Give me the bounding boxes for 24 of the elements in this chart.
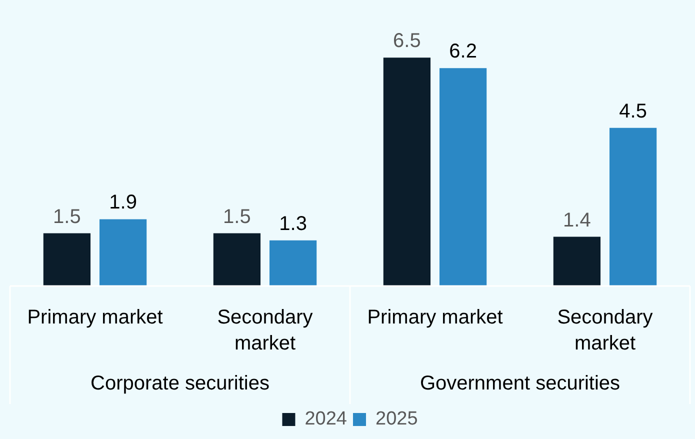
data-label: 4.5 xyxy=(619,100,647,122)
text: Corporate securities xyxy=(90,372,270,395)
bar xyxy=(383,58,431,286)
data-label: 1.9 xyxy=(109,192,137,214)
x-tick-label: Primary market xyxy=(367,306,504,329)
data-label: 6.2 xyxy=(449,40,477,63)
x-tick-label: Primary market xyxy=(27,306,164,329)
bar xyxy=(43,233,91,286)
bar xyxy=(99,219,147,286)
bar xyxy=(609,128,657,286)
data-label: 1.4 xyxy=(563,209,591,232)
data-label: 6.5 xyxy=(393,30,421,52)
data-label: 1.5 xyxy=(223,206,251,228)
bar xyxy=(213,233,261,286)
x-tick-label: Secondary market xyxy=(217,306,313,355)
legend-label: 2025 xyxy=(376,408,418,430)
data-label: 1.5 xyxy=(53,206,81,228)
bar xyxy=(439,68,487,286)
data-label: 1.3 xyxy=(279,212,307,235)
x-tick-label: Secondary market xyxy=(557,306,653,355)
text: Government securities xyxy=(420,372,620,395)
bar xyxy=(553,236,601,286)
bar xyxy=(269,240,317,286)
legend-label: 2024 xyxy=(304,408,348,430)
